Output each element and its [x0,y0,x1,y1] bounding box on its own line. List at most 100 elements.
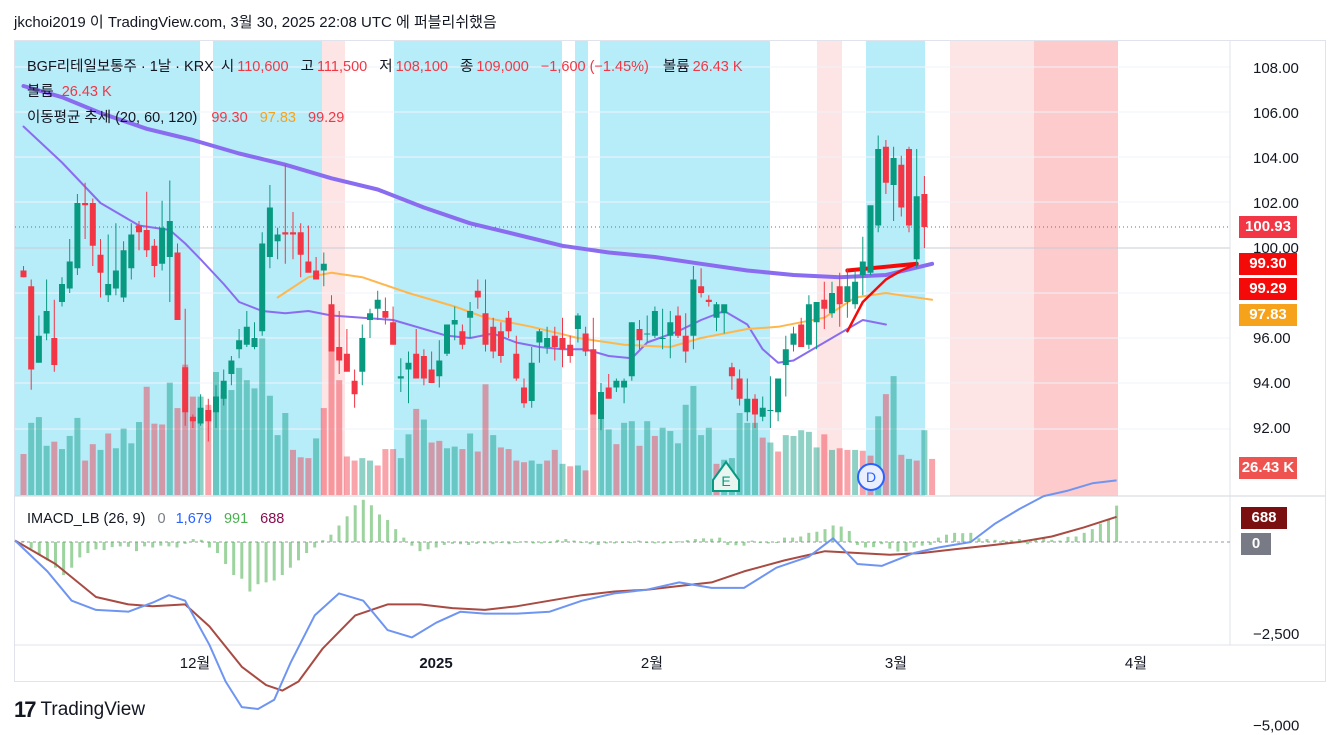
candle-body [43,311,50,334]
volume-bar [844,449,851,495]
volume-bar [929,458,936,495]
price-tick-label: 102.00 [1253,195,1299,212]
candle-body [405,362,412,370]
symbol-label[interactable]: BGF리테일보통주 · 1날 · KRX [27,59,214,75]
candle-body [567,344,574,356]
macd-hist-bar [936,537,940,542]
volume-bar [20,454,27,495]
volume-bar [790,435,797,495]
macd-hist-bar [1074,536,1078,542]
macd-hist-bar [86,542,90,554]
macd-hist-bar [102,542,106,551]
macd-hist-bar [912,542,916,548]
regime-band [950,41,1034,496]
macd-hist-bar [361,499,365,542]
candle-body [605,387,612,399]
macd-hist-bar [434,542,438,548]
macd-hist-bar [483,542,487,544]
macd-hist-bar [702,538,705,542]
macd-hist-bar [791,537,795,542]
candle-body [682,335,689,352]
macd-hist-bar [394,529,398,542]
legend-macd: IMACD_LB (26, 9) 0 1,679 991 688 [27,511,287,527]
macd-signal-value: 688 [260,511,285,527]
candle-body [613,380,620,388]
candle-body [813,302,820,323]
candle-body [259,243,266,332]
candle-body [174,252,181,320]
macd-hist-bar [945,534,948,542]
candle-body [805,304,812,345]
macd-hist-bar [1001,540,1005,542]
volume-bar [675,443,681,495]
volume-row-label[interactable]: 볼륨 [27,84,54,100]
macd-hist-bar [710,538,714,542]
volume-bar [590,397,597,495]
candle-body [728,367,735,377]
volume-bar [505,449,512,495]
candle-body [20,270,27,278]
macd-hist-bar [232,542,236,576]
volume-bar [420,419,427,495]
volume-price-tag: 26.43 K [1239,457,1297,479]
macd-hist-bar [199,539,203,542]
candle-body [782,349,789,365]
ma-red-line [846,262,918,333]
macd-label[interactable]: IMACD_LB (26, 9) [27,511,146,527]
volume-bar [236,367,243,495]
macd-hist-bar [799,536,803,542]
candle-body [590,349,597,415]
ma120-line [21,84,935,280]
regime-band [322,41,345,496]
volume-bar [297,457,304,495]
volume-bar [359,458,366,495]
candle-body [197,407,204,424]
macd-hist-bar [475,542,479,544]
volume-value: 26.43 K [692,59,743,75]
volume-bar [913,460,920,495]
macd-hist-bar [143,542,147,547]
volume-bar [266,395,273,495]
macd-hist-bar [110,542,114,548]
macd-hist-bar [499,542,503,543]
volume-bar [813,447,820,495]
macd-hist-bar [224,542,228,565]
macd-hist-bar [1034,539,1038,542]
ma2-price-tag: 97.83 [1239,304,1297,326]
candle-body [844,286,851,302]
candle-body [667,322,674,336]
volume-bar [351,460,358,495]
macd-hist-bar [961,533,965,542]
candle-body [143,230,150,251]
dividend-marker-label: D [866,469,876,485]
macd-hist-bar [742,542,746,546]
candle-body [867,205,874,273]
volume-bar [397,458,404,495]
candle-body [282,232,289,235]
candle-body [890,158,897,185]
macd-hist-bar [329,534,333,542]
volume-bar [220,394,227,495]
high-label: 고 [300,59,314,75]
volume-bar [151,423,158,495]
tradingview-brand[interactable]: 17 TradingView [14,697,145,723]
macd-hist-bar [815,531,819,542]
regime-band [817,41,842,496]
volume-bar [405,434,412,495]
macd-hist-bar [556,539,560,542]
ma-label[interactable]: 이동평균 추세 (20, 60, 120) [27,110,198,126]
macd-hist-bar [823,529,827,542]
macd-hist-bar [491,542,495,545]
macd-hist-bar [564,539,568,542]
volume-bar [759,437,766,495]
candle-body [74,203,81,269]
candle-body [651,311,658,336]
macd-hist-bar [783,537,786,542]
macd-hist-bar [604,542,608,544]
time-tick-label: 2월 [641,655,663,672]
volume-bar [189,396,196,495]
candle-body [382,311,389,318]
volume-bar [798,430,805,495]
candle-body [513,353,520,379]
